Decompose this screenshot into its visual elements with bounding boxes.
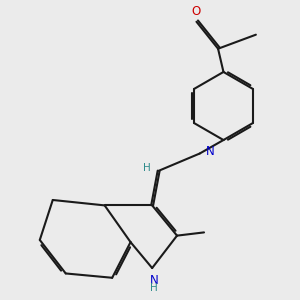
Text: H: H: [150, 283, 158, 292]
Text: N: N: [206, 146, 214, 158]
Text: O: O: [192, 5, 201, 19]
Text: N: N: [149, 274, 158, 287]
Text: H: H: [143, 163, 151, 173]
